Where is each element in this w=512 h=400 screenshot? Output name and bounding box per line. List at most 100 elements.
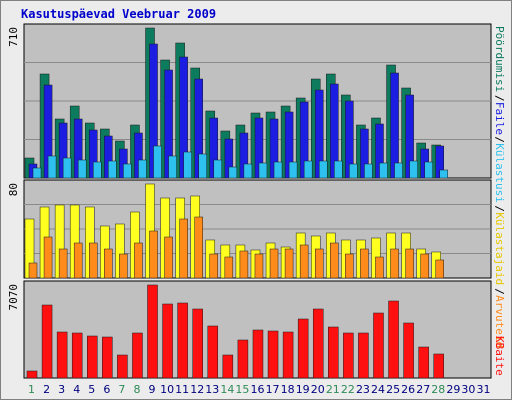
x-tick-label-29: 29: [446, 383, 460, 396]
x-tick-label-19: 19: [296, 383, 310, 396]
legend-separator: /: [493, 95, 506, 102]
x-tick-label-5: 5: [88, 383, 95, 396]
bar-klastusi-day-11: [183, 151, 192, 179]
bar-arvuteid-day-22: [345, 253, 354, 279]
bar-arvuteid-day-1: [28, 262, 38, 279]
legend-kbaite: KBaite: [493, 336, 506, 376]
chart-title: Kasutuspäevad Veebruar 2009: [21, 7, 217, 21]
bar-kbaite-day-26: [403, 322, 414, 379]
bar-kbaite-day-28: [433, 353, 444, 379]
bar-arvuteid-day-8: [134, 242, 143, 279]
x-tick-label-3: 3: [58, 383, 65, 396]
x-tick-label-7: 7: [118, 383, 125, 396]
bar-klastusi-day-26: [409, 160, 418, 179]
bar-arvuteid-day-9: [149, 230, 158, 279]
x-tick-label-21: 21: [326, 383, 340, 396]
bar-klastusi-day-23: [364, 163, 373, 179]
bar-kbaite-day-19: [297, 318, 309, 379]
x-tick-label-2: 2: [43, 383, 50, 396]
bar-kbaite-day-14: [222, 354, 234, 379]
x-tick-label-10: 10: [160, 383, 174, 396]
x-tick-label-4: 4: [73, 383, 80, 396]
bar-kbaite-day-12: [192, 308, 203, 379]
bar-klastusi-day-5: [93, 161, 102, 179]
bar-klastusi-day-16: [258, 162, 268, 179]
x-tick-label-13: 13: [205, 383, 219, 396]
bar-klastusi-day-10: [168, 155, 177, 179]
bar-kbaite-day-11: [177, 302, 188, 379]
bar-klastusi-day-17: [273, 161, 283, 179]
panel-top-ytick-label: 710: [7, 27, 20, 47]
legend-kulastusi: Külastusi: [493, 143, 506, 203]
x-tick-label-22: 22: [341, 383, 355, 396]
bar-faile-day-25: [390, 72, 399, 179]
bar-arvuteid-day-27: [420, 253, 429, 279]
panel-middle-ytick-label: 80: [7, 183, 20, 196]
legend-separator: /: [493, 136, 506, 143]
x-tick-label-15: 15: [235, 383, 249, 396]
bar-arvuteid-day-2: [43, 236, 53, 279]
bar-klastusi-day-21: [334, 160, 343, 179]
bar-arvuteid-day-24: [375, 256, 384, 279]
bar-kbaite-day-17: [267, 330, 279, 379]
bar-klastusi-day-22: [349, 163, 358, 179]
bar-klastusi-day-7: [123, 163, 132, 179]
x-tick-label-20: 20: [311, 383, 325, 396]
bar-kbaite-day-8: [132, 332, 143, 379]
bar-klastusi-day-18: [288, 161, 298, 179]
bar-arvuteid-day-26: [405, 248, 414, 279]
bar-klastusi-day-6: [108, 160, 117, 179]
bar-arvuteid-day-25: [390, 248, 399, 279]
bar-klastusi-day-15: [243, 163, 253, 179]
bar-arvuteid-day-23: [360, 248, 369, 279]
bar-kbaite-day-10: [162, 303, 173, 379]
x-tick-label-1: 1: [28, 383, 35, 396]
x-tick-label-12: 12: [190, 383, 204, 396]
bar-klastusi-day-24: [379, 162, 388, 179]
bar-arvuteid-day-19: [299, 244, 309, 279]
bar-kbaite-day-16: [252, 329, 264, 379]
legend-faile: Faile: [493, 102, 506, 135]
bar-kbaite-day-15: [237, 339, 249, 379]
bar-kbaite-day-18: [282, 331, 294, 379]
bar-klastusi-day-13: [213, 159, 223, 179]
bar-klastusi-day-2: [47, 155, 57, 179]
bar-arvuteid-day-20: [314, 248, 324, 279]
bar-kbaite-day-24: [373, 312, 384, 379]
legend-arvuteid: Arvuteid: [493, 295, 506, 348]
bar-klastusi-day-14: [228, 166, 238, 179]
bar-klastusi-day-20: [318, 160, 328, 179]
legend-kulastajaid: Külastajaid: [493, 212, 506, 285]
x-tick-label-14: 14: [220, 383, 234, 396]
bar-kbaite-day-21: [328, 326, 339, 379]
bar-kbaite-day-7: [117, 354, 128, 379]
bar-arvuteid-day-28: [435, 259, 444, 279]
bar-arvuteid-day-3: [58, 248, 68, 279]
bar-arvuteid-day-11: [179, 218, 188, 279]
x-tick-label-9: 9: [149, 383, 156, 396]
bar-klastusi-day-4: [77, 159, 87, 179]
bar-kbaite-day-3: [56, 331, 68, 379]
x-tick-label-31: 31: [476, 383, 490, 396]
bar-kbaite-day-4: [71, 332, 83, 379]
panel-bottom-ytick-label: 7070: [7, 284, 20, 311]
bar-arvuteid-day-16: [254, 253, 264, 279]
legend-separator: /: [493, 288, 506, 295]
bar-kbaite-day-20: [312, 308, 324, 379]
bar-arvuteid-day-5: [89, 242, 98, 279]
bar-klastusi-day-8: [138, 159, 147, 179]
bar-kbaite-day-2: [41, 304, 53, 379]
x-tick-label-26: 26: [401, 383, 415, 396]
x-tick-label-24: 24: [371, 383, 385, 396]
bar-kbaite-day-6: [102, 336, 113, 379]
bar-kbaite-day-25: [388, 300, 399, 379]
bar-kbaite-day-27: [418, 346, 429, 379]
x-tick-label-23: 23: [356, 383, 370, 396]
x-tick-label-6: 6: [103, 383, 110, 396]
bar-klastusi-day-3: [62, 157, 72, 179]
x-tick-label-27: 27: [416, 383, 430, 396]
bar-arvuteid-day-12: [194, 216, 203, 279]
bar-arvuteid-day-6: [104, 248, 113, 279]
x-tick-label-11: 11: [175, 383, 189, 396]
